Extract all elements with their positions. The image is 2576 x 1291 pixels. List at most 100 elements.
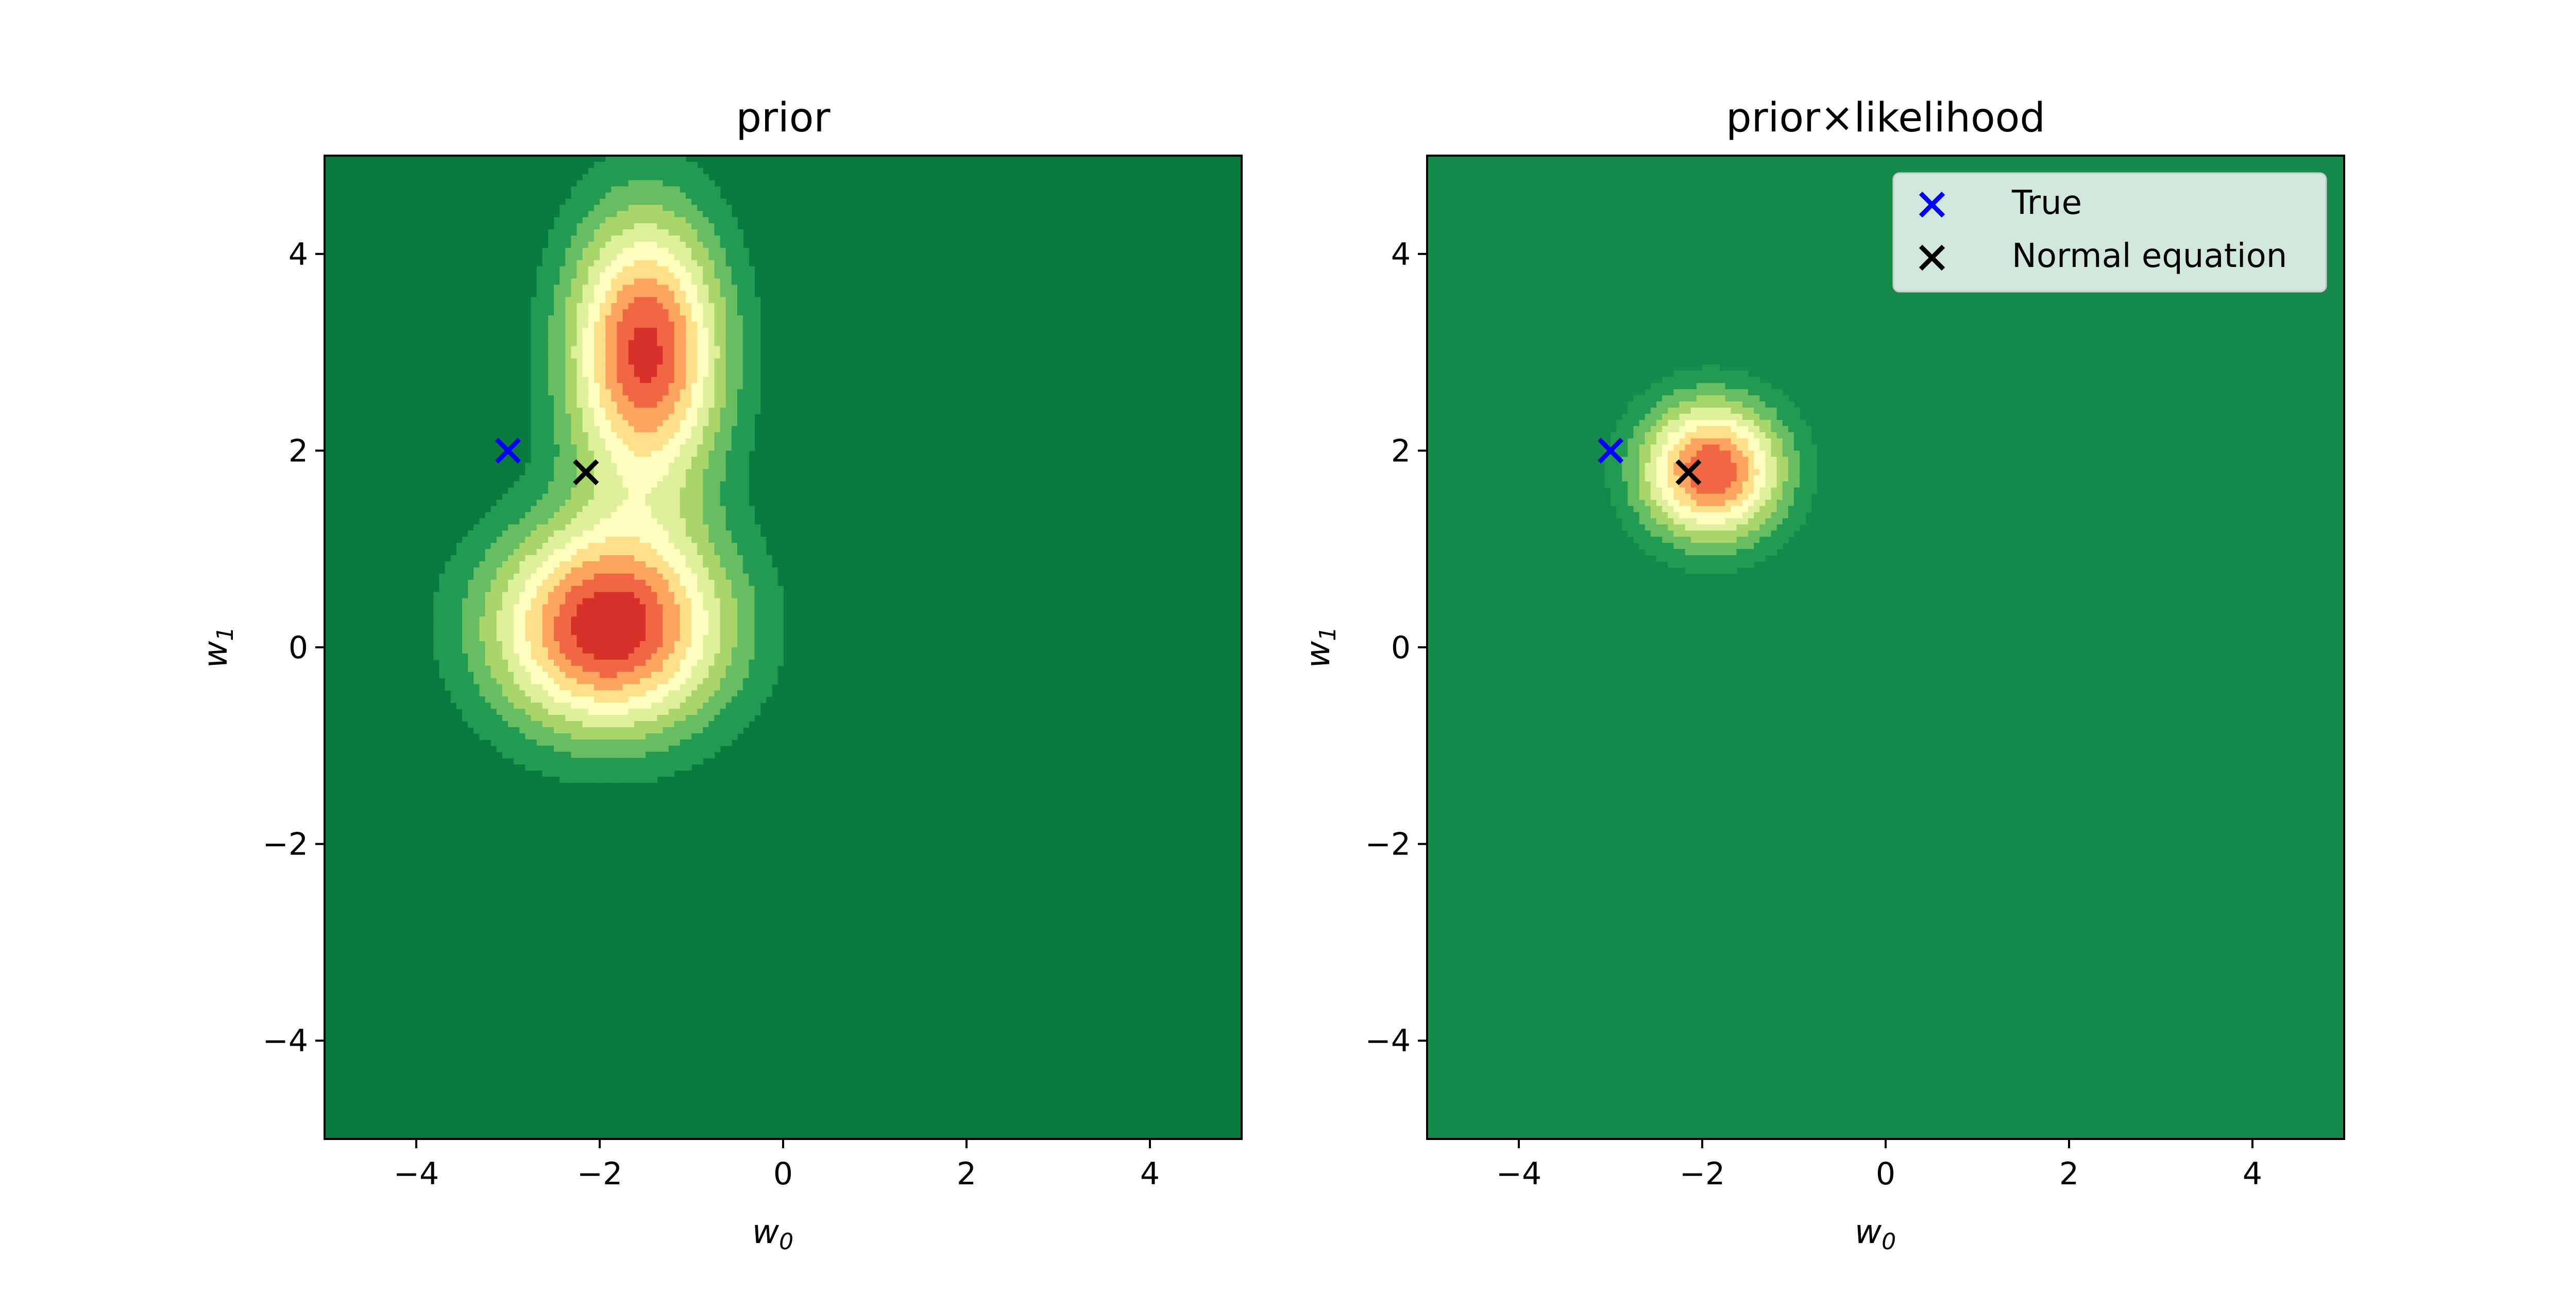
contour-cell xyxy=(554,242,560,248)
contour-cell xyxy=(726,408,732,414)
contour-cell xyxy=(754,401,760,408)
contour-cell xyxy=(634,432,640,439)
contour-cell xyxy=(663,672,669,679)
contour-cell xyxy=(1714,543,1720,549)
contour-cell xyxy=(605,555,612,562)
contour-cell xyxy=(605,248,612,255)
contour-cell xyxy=(605,266,612,273)
contour-cell xyxy=(703,653,709,660)
contour-cell xyxy=(1616,488,1622,494)
contour-cell xyxy=(577,439,583,445)
contour-cell xyxy=(588,561,595,568)
contour-cell xyxy=(485,567,492,574)
contour-cell xyxy=(451,635,457,642)
contour-cell xyxy=(600,279,606,286)
contour-cell xyxy=(617,574,623,580)
contour-cell xyxy=(623,586,629,593)
contour-cell xyxy=(537,666,543,673)
contour-cell xyxy=(726,463,732,470)
contour-cell xyxy=(565,260,571,267)
contour-cell xyxy=(669,752,675,759)
contour-cell xyxy=(583,610,589,617)
contour-cell xyxy=(1685,494,1691,500)
contour-cell xyxy=(577,635,583,642)
contour-cell xyxy=(634,647,640,654)
contour-cell xyxy=(565,702,571,709)
contour-cell xyxy=(697,672,703,679)
contour-cell xyxy=(577,279,583,286)
contour-cell xyxy=(623,297,629,304)
contour-cell xyxy=(594,610,600,617)
contour-cell xyxy=(571,315,577,322)
contour-cell xyxy=(680,653,686,660)
contour-cell xyxy=(462,574,468,580)
contour-cell xyxy=(691,746,698,752)
contour-cell xyxy=(594,660,600,666)
contour-cell xyxy=(651,567,657,574)
contour-cell xyxy=(754,690,760,697)
contour-cell xyxy=(554,315,560,322)
contour-cell xyxy=(657,678,663,685)
contour-cell xyxy=(560,426,566,433)
contour-cell xyxy=(680,457,686,463)
contour-cell xyxy=(663,536,669,543)
contour-cell xyxy=(732,488,738,494)
contour-cell xyxy=(732,420,738,427)
contour-cell xyxy=(623,236,629,242)
contour-cell xyxy=(445,629,451,635)
contour-cell xyxy=(651,180,657,187)
contour-cell xyxy=(537,284,543,291)
contour-cell xyxy=(531,561,537,568)
contour-cell xyxy=(594,586,600,593)
contour-cell xyxy=(525,463,531,470)
contour-cell xyxy=(623,764,629,771)
contour-cell xyxy=(703,555,709,562)
contour-cell xyxy=(525,709,531,715)
contour-cell xyxy=(708,426,715,433)
contour-cell xyxy=(514,672,520,679)
contour-cell xyxy=(594,346,600,353)
contour-cell xyxy=(697,346,703,353)
contour-cell xyxy=(456,672,463,679)
contour-cell xyxy=(588,377,595,383)
contour-cell xyxy=(623,408,629,414)
contour-cell xyxy=(623,193,629,199)
contour-cell xyxy=(715,536,721,543)
contour-cell xyxy=(749,592,755,599)
contour-cell xyxy=(743,690,749,697)
contour-cell xyxy=(697,309,703,316)
contour-cell xyxy=(680,727,686,734)
contour-cell xyxy=(1702,364,1708,371)
contour-cell xyxy=(594,254,600,261)
contour-cell xyxy=(531,616,537,623)
contour-cell xyxy=(1622,432,1628,439)
contour-cell xyxy=(686,291,692,297)
contour-cell xyxy=(703,525,709,531)
contour-cell xyxy=(600,260,606,267)
contour-cell xyxy=(697,260,703,267)
contour-cell xyxy=(703,672,709,679)
contour-cell xyxy=(732,623,738,629)
contour-cell xyxy=(594,574,600,580)
contour-cell xyxy=(737,592,743,599)
contour-cell xyxy=(629,752,635,759)
contour-cell xyxy=(749,279,755,286)
contour-cell xyxy=(588,371,595,377)
contour-cell xyxy=(640,322,646,328)
contour-cell xyxy=(669,605,675,611)
contour-cell xyxy=(571,303,577,310)
contour-cell xyxy=(674,740,681,746)
contour-cell xyxy=(623,721,629,728)
contour-cell xyxy=(749,709,755,715)
contour-cell xyxy=(617,610,623,617)
contour-cell xyxy=(565,475,571,482)
contour-cell xyxy=(594,162,600,169)
contour-cell xyxy=(560,758,566,765)
contour-cell xyxy=(588,205,595,211)
contour-cell xyxy=(554,303,560,310)
contour-cell xyxy=(571,653,577,660)
contour-cell xyxy=(680,469,686,476)
contour-cell xyxy=(571,512,577,519)
contour-cell xyxy=(519,702,526,709)
